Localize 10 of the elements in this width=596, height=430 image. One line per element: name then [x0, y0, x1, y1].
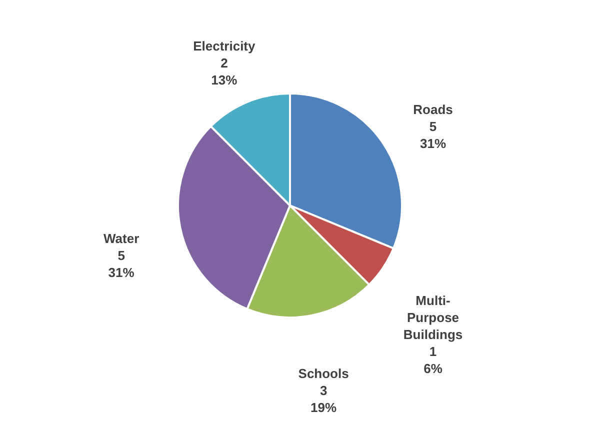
slice-label: Roads: [413, 102, 453, 117]
data-label: 1 6%: [424, 344, 443, 376]
data-label: 5 31%: [420, 118, 446, 151]
slice-label: Water: [103, 231, 140, 246]
data-label: 3 19%: [310, 383, 337, 416]
slice-label: Multi-Purpose Buildings: [403, 293, 463, 342]
slice-label: Schools: [298, 366, 349, 382]
slice-label: Electricity: [193, 38, 256, 54]
data-label: 2 13%: [211, 56, 238, 88]
data-label: 5 31%: [108, 248, 135, 280]
